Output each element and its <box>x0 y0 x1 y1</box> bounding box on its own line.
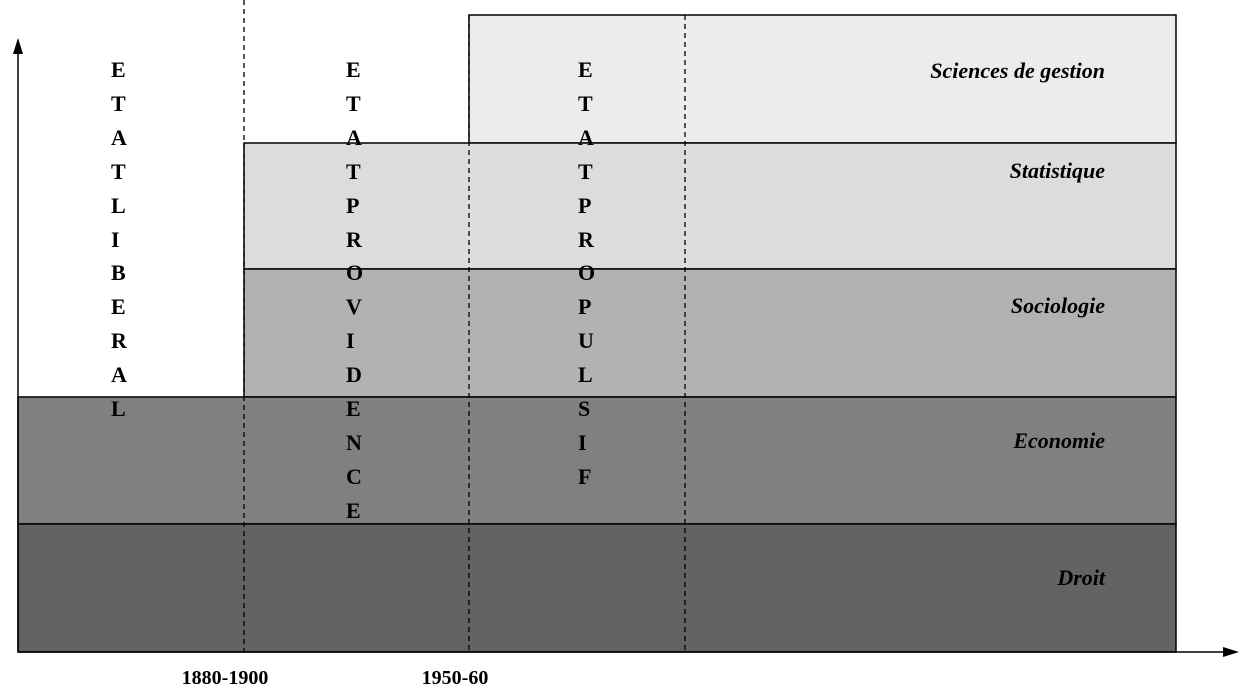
x-label: 1880-1900 <box>182 667 269 688</box>
period-label: ETAT LIBERAL <box>111 57 127 421</box>
x-arrow <box>1223 647 1239 657</box>
x-label: 1950-60 <box>422 667 489 688</box>
layer-label: Statistique <box>1010 158 1106 183</box>
band-droit <box>17 523 1177 653</box>
layer-label: Sociologie <box>1011 293 1105 318</box>
band-economie <box>17 396 1177 525</box>
band-sociologie <box>243 268 1177 398</box>
layer-label: Economie <box>1012 428 1105 453</box>
period-label: ETAT PROVIDENCE <box>346 57 363 523</box>
y-arrow <box>13 38 23 54</box>
layer-label: Droit <box>1056 565 1106 590</box>
band-statistique <box>243 142 1177 270</box>
band-sciences <box>468 14 1177 144</box>
period-label: ETAT PROPULSIF <box>578 53 595 494</box>
layer-label: Sciences de gestion <box>930 58 1105 83</box>
